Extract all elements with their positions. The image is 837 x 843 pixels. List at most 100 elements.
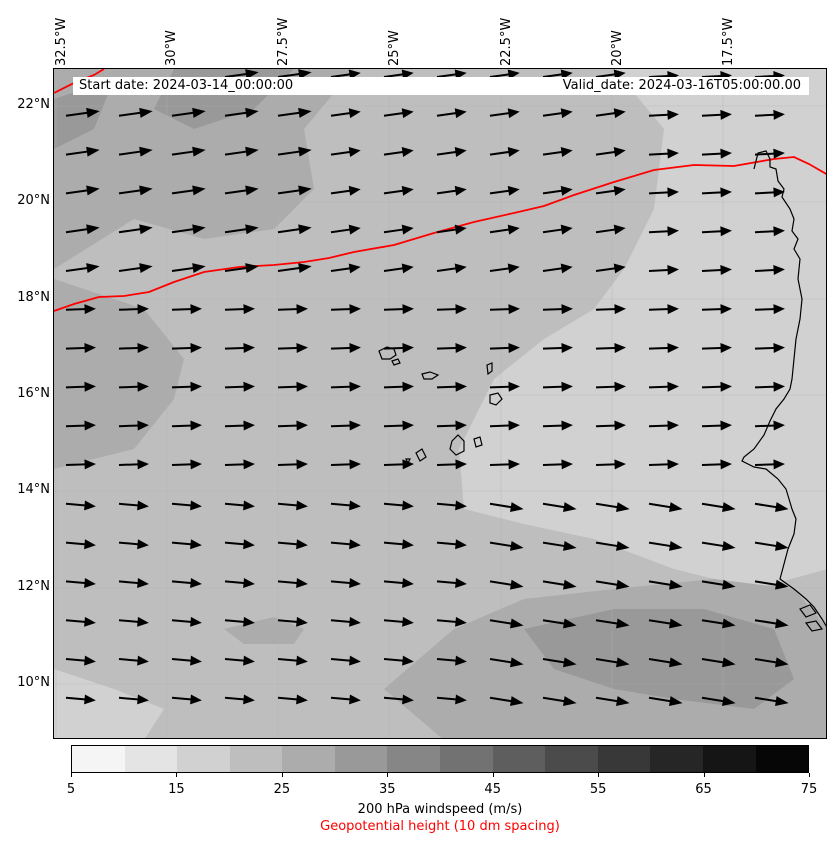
wind-vector-head — [613, 108, 626, 119]
wind-vector-shaft — [171, 150, 197, 156]
wind-vector-shaft — [489, 541, 515, 548]
wind-vector-shaft — [542, 580, 568, 587]
wind-vector-shaft — [648, 152, 671, 156]
wind-vector-head — [667, 226, 679, 237]
wind-vector-head — [86, 107, 100, 118]
wind-vector-head — [773, 226, 785, 237]
wind-vector-head — [720, 226, 732, 237]
wind-vector-shaft — [595, 111, 618, 117]
wind-vector-head — [508, 342, 520, 353]
wind-vector-shaft — [65, 619, 88, 624]
wind-vector-head — [243, 616, 255, 627]
wind-vector-shaft — [542, 619, 568, 626]
wind-vector-shaft — [701, 580, 727, 587]
wind-vector-head — [563, 657, 577, 668]
wind-vector-head — [455, 304, 467, 315]
wind-vector-shaft — [224, 150, 250, 156]
lat-label-22n: 22°N — [17, 97, 50, 112]
wind-vector-head — [507, 69, 520, 80]
wind-vector-shaft — [118, 541, 141, 546]
wind-vector-head — [455, 694, 467, 705]
wind-vector-head — [348, 147, 361, 157]
wind-vector-shaft — [118, 150, 144, 156]
wind-vector-head — [402, 381, 414, 392]
wind-vector-shaft — [65, 385, 88, 389]
wind-vector-shaft — [436, 541, 459, 546]
lon-label-27-5w: 27.5°W — [276, 17, 291, 66]
wind-vector-shaft — [224, 463, 247, 466]
colorbar-segment — [124, 746, 178, 772]
colorbar-tick-label: 35 — [379, 782, 396, 797]
wind-vector-shaft — [436, 308, 459, 311]
wind-vector-head — [348, 185, 361, 196]
colorbar-segment — [702, 746, 756, 772]
wind-vector-head — [775, 540, 789, 551]
wind-vector-head — [775, 696, 789, 707]
wind-vector-shaft — [542, 189, 565, 195]
wind-vector-shaft — [224, 619, 247, 624]
wind-vector-head — [349, 694, 361, 705]
wind-vector-head — [402, 420, 414, 431]
wind-vector-shaft — [648, 74, 671, 78]
wind-vector-head — [137, 459, 149, 470]
wind-vector-head — [720, 342, 732, 353]
wind-vector-shaft — [754, 385, 777, 389]
colorbar-tickmark — [809, 773, 810, 777]
wind-vector-shaft — [701, 502, 727, 509]
wind-vector-head — [507, 108, 520, 119]
wind-vector-shaft — [436, 619, 459, 624]
wind-vector-shaft — [383, 228, 406, 234]
wind-vector-head — [613, 147, 626, 157]
wind-vector-shaft — [224, 227, 250, 234]
wind-vector-head — [775, 657, 789, 668]
wind-vector-head — [508, 381, 520, 392]
wind-vector-head — [402, 304, 414, 315]
wind-vector-shaft — [383, 696, 406, 701]
wind-vector-head — [296, 500, 308, 511]
wind-vector-shaft — [754, 268, 777, 272]
wind-vector-head — [349, 381, 361, 392]
wind-vector-head — [137, 381, 149, 392]
wind-vector-head — [773, 304, 785, 315]
wind-vector-head — [720, 304, 732, 315]
wind-vector-shaft — [754, 152, 777, 156]
wind-vector-shaft — [383, 385, 406, 389]
wind-vector-shaft — [330, 541, 353, 546]
wind-vector-head — [349, 616, 361, 627]
wind-vector-shaft — [542, 346, 565, 350]
wind-vector-shaft — [383, 502, 406, 507]
wind-vector-shaft — [436, 228, 459, 234]
wind-vector-shaft — [754, 463, 777, 466]
wind-vector-shaft — [542, 111, 565, 117]
wind-vector-shaft — [595, 580, 621, 587]
wind-vector-shaft — [277, 463, 300, 466]
wind-vector-head — [455, 420, 467, 431]
wind-vector-shaft — [330, 228, 353, 234]
wind-vector-head — [402, 655, 414, 666]
wind-vector-shaft — [383, 150, 406, 156]
colorbar-tick-label: 75 — [800, 782, 818, 797]
wind-vector-head — [616, 618, 630, 629]
wind-vector-head — [614, 342, 626, 353]
wind-vector-head — [84, 655, 96, 666]
wind-vector-head — [245, 69, 259, 80]
wind-vector-shaft — [489, 346, 512, 350]
wind-vector-shaft — [65, 189, 91, 195]
wind-vector-head — [84, 304, 96, 315]
wind-vector-shaft — [171, 502, 194, 507]
wind-vector-head — [510, 502, 524, 513]
wind-vector-shaft — [330, 111, 353, 117]
wind-vector-head — [298, 263, 312, 274]
wind-vector-head — [243, 578, 255, 589]
wind-vector-shaft — [224, 541, 247, 546]
wind-vector-shaft — [595, 228, 618, 234]
wind-vector-shaft — [595, 541, 621, 548]
wind-vector-shaft — [648, 346, 671, 350]
start-date-label: Start date: 2024-03-14_00:00:00 — [73, 77, 300, 95]
wind-vector-head — [401, 185, 414, 196]
wind-vector-shaft — [118, 424, 141, 428]
wind-vector-head — [296, 381, 308, 392]
wind-vector-shaft — [330, 150, 353, 156]
wind-vector-shaft — [277, 189, 303, 195]
wind-vector-shaft — [65, 696, 88, 701]
